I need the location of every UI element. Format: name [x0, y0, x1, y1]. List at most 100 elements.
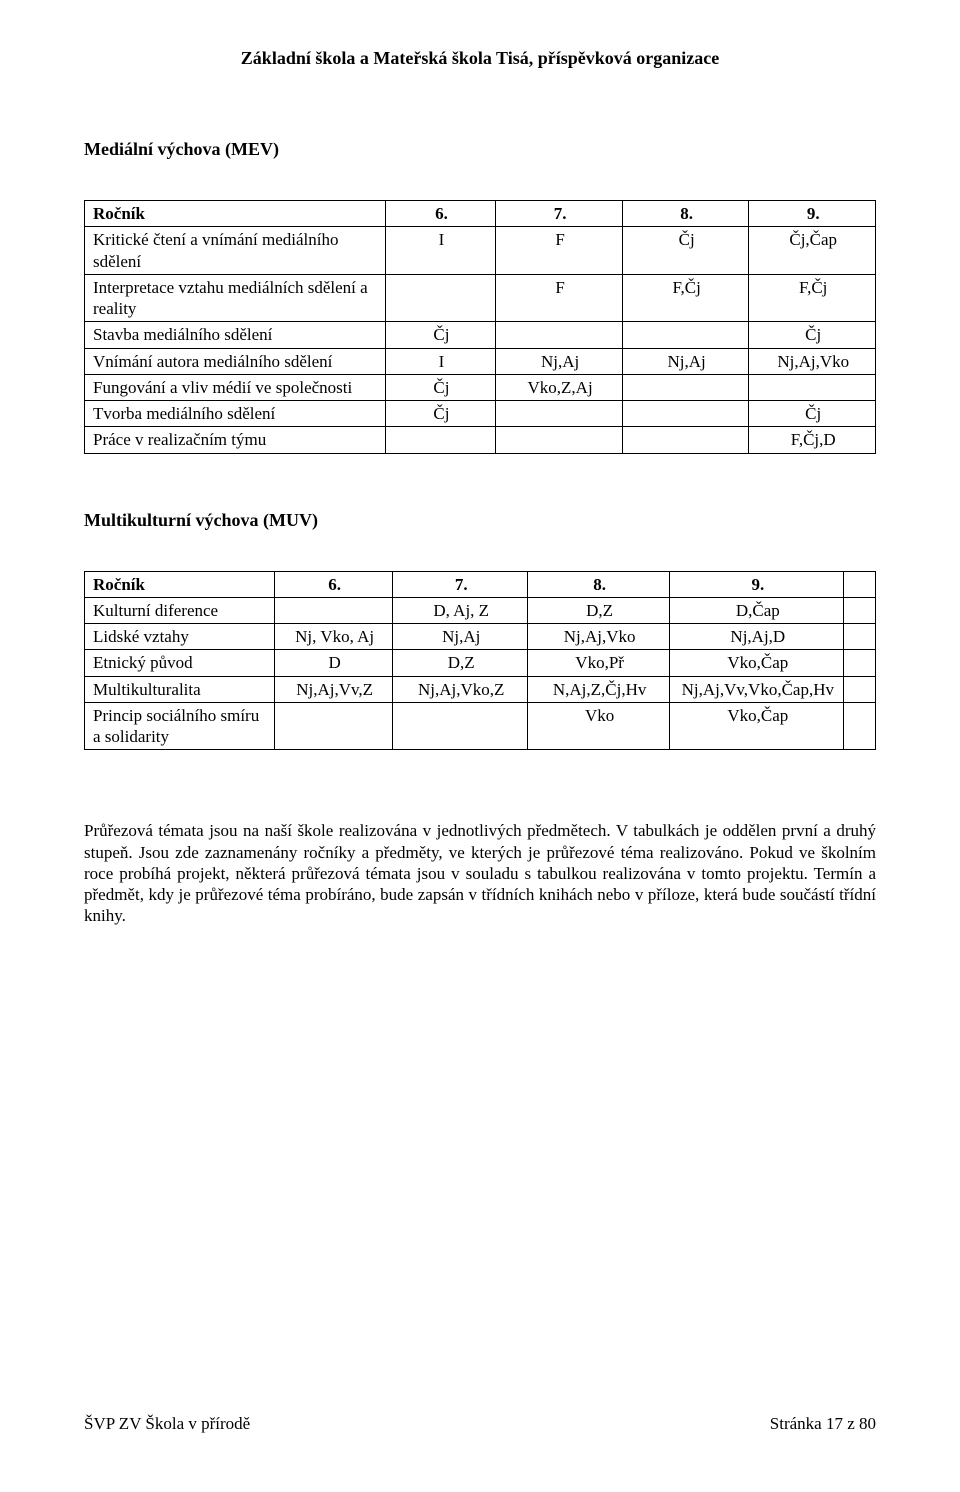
cell: Nj,Aj — [393, 624, 527, 650]
cell: Vko,Př — [527, 650, 669, 676]
table-row: Etnický původDD,ZVko,PřVko,Čap — [85, 650, 876, 676]
table-row: Stavba mediálního sděleníČjČj — [85, 322, 876, 348]
cell — [622, 427, 749, 453]
cell: Kritické čtení a vnímání mediálního sděl… — [85, 227, 386, 275]
cell — [393, 702, 527, 750]
cell — [622, 374, 749, 400]
page-header: Základní škola a Mateřská škola Tisá, př… — [84, 48, 876, 69]
cell — [844, 702, 876, 750]
cell: 9. — [670, 571, 844, 597]
cell: Stavba mediálního sdělení — [85, 322, 386, 348]
cell: F,Čj — [749, 274, 876, 322]
table-row: Vnímání autora mediálního sděleníINj,AjN… — [85, 348, 876, 374]
cell: 6. — [385, 201, 496, 227]
table-row: Tvorba mediálního sděleníČjČj — [85, 401, 876, 427]
page-footer: ŠVP ZV Škola v přírodě Stránka 17 z 80 — [84, 1414, 876, 1434]
table-muv: Ročník6.7.8.9. Kulturní diference D, Aj, … — [84, 571, 876, 751]
cell: Nj,Aj,Vko — [749, 348, 876, 374]
footer-left: ŠVP ZV Škola v přírodě — [84, 1414, 250, 1434]
cell — [496, 427, 623, 453]
cell: Interpretace vztahu mediálních sdělení a… — [85, 274, 386, 322]
cell: Nj,Aj,Vko — [527, 624, 669, 650]
cell: D,Čap — [670, 597, 844, 623]
cell: D — [274, 650, 393, 676]
cell: Tvorba mediálního sdělení — [85, 401, 386, 427]
cell — [844, 597, 876, 623]
section-title-muv: Multikulturní výchova (MUV) — [84, 510, 876, 531]
table-row: Ročník6.7.8.9. — [85, 571, 876, 597]
cell: Vko — [527, 702, 669, 750]
body-paragraph: Průřezová témata jsou na naší škole real… — [84, 820, 876, 926]
cell: 8. — [622, 201, 749, 227]
cell — [844, 571, 876, 597]
table-row: Princip sociálního smíru a solidarity Vko… — [85, 702, 876, 750]
cell — [749, 374, 876, 400]
table-row: MultikulturalitaNj,Aj,Vv,ZNj,Aj,Vko,ZN,A… — [85, 676, 876, 702]
cell: F,Čj,D — [749, 427, 876, 453]
cell: Čj — [749, 401, 876, 427]
cell: Nj,Aj — [496, 348, 623, 374]
cell: D,Z — [393, 650, 527, 676]
table-row: Ročník6.7.8.9. — [85, 201, 876, 227]
cell — [385, 427, 496, 453]
cell: Nj,Aj,D — [670, 624, 844, 650]
cell: Čj — [385, 322, 496, 348]
cell: Vko,Z,Aj — [496, 374, 623, 400]
cell — [496, 322, 623, 348]
cell: Kulturní diference — [85, 597, 275, 623]
cell: F,Čj — [622, 274, 749, 322]
cell: Ročník — [85, 201, 386, 227]
cell: Lidské vztahy — [85, 624, 275, 650]
cell — [274, 702, 393, 750]
cell: Princip sociálního smíru a solidarity — [85, 702, 275, 750]
cell: I — [385, 227, 496, 275]
table-row: Interpretace vztahu mediálních sdělení a… — [85, 274, 876, 322]
table-mev: Ročník6.7.8.9. Kritické čtení a vnímání … — [84, 200, 876, 454]
table-row: Práce v realizačním týmu F,Čj,D — [85, 427, 876, 453]
cell: 7. — [393, 571, 527, 597]
page: Základní škola a Mateřská škola Tisá, př… — [0, 0, 960, 1492]
cell: Vnímání autora mediálního sdělení — [85, 348, 386, 374]
cell — [622, 322, 749, 348]
section-title-mev: Mediální výchova (MEV) — [84, 139, 876, 160]
cell: 7. — [496, 201, 623, 227]
cell — [274, 597, 393, 623]
cell — [496, 401, 623, 427]
table-row: Lidské vztahyNj, Vko, AjNj,AjNj,Aj,VkoNj… — [85, 624, 876, 650]
table-row: Fungování a vliv médií ve společnostiČjV… — [85, 374, 876, 400]
table-row: Kritické čtení a vnímání mediálního sděl… — [85, 227, 876, 275]
cell: Multikulturalita — [85, 676, 275, 702]
cell: D,Z — [527, 597, 669, 623]
cell: Čj,Čap — [749, 227, 876, 275]
cell: Čj — [385, 401, 496, 427]
table-row: Kulturní diference D, Aj, ZD,ZD,Čap — [85, 597, 876, 623]
cell: Etnický původ — [85, 650, 275, 676]
cell: Nj,Aj,Vv,Vko,Čap,Hv — [670, 676, 844, 702]
cell — [844, 650, 876, 676]
cell: Nj,Aj,Vko,Z — [393, 676, 527, 702]
cell: Práce v realizačním týmu — [85, 427, 386, 453]
cell: F — [496, 227, 623, 275]
cell: Fungování a vliv médií ve společnosti — [85, 374, 386, 400]
cell: I — [385, 348, 496, 374]
cell: Vko,Čap — [670, 650, 844, 676]
cell: 8. — [527, 571, 669, 597]
cell: F — [496, 274, 623, 322]
cell: D, Aj, Z — [393, 597, 527, 623]
cell — [622, 401, 749, 427]
cell: Čj — [622, 227, 749, 275]
cell: Čj — [385, 374, 496, 400]
cell: Ročník — [85, 571, 275, 597]
cell: Vko,Čap — [670, 702, 844, 750]
cell — [844, 624, 876, 650]
cell: Nj, Vko, Aj — [274, 624, 393, 650]
cell: Nj,Aj,Vv,Z — [274, 676, 393, 702]
cell: 9. — [749, 201, 876, 227]
cell: 6. — [274, 571, 393, 597]
footer-right: Stránka 17 z 80 — [770, 1414, 876, 1434]
cell: Čj — [749, 322, 876, 348]
cell — [844, 676, 876, 702]
cell: Nj,Aj — [622, 348, 749, 374]
cell — [385, 274, 496, 322]
cell: N,Aj,Z,Čj,Hv — [527, 676, 669, 702]
